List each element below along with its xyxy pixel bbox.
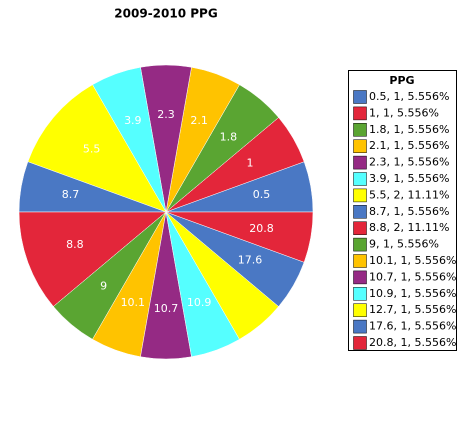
legend-label: 10.1, 1, 5.556% bbox=[369, 254, 456, 267]
legend-label: 5.5, 2, 11.11% bbox=[369, 188, 449, 201]
slice-label: 2.3 bbox=[157, 108, 175, 121]
slice-label: 1 bbox=[247, 156, 254, 169]
legend-swatch bbox=[353, 155, 367, 170]
legend-label: 17.6, 1, 5.556% bbox=[369, 320, 456, 333]
slice-label: 10.1 bbox=[121, 296, 146, 309]
legend-swatch bbox=[353, 221, 367, 235]
pie-slice bbox=[18, 211, 167, 307]
legend-label: 12.7, 1, 5.556% bbox=[369, 303, 456, 316]
legend-title: PPG bbox=[389, 74, 414, 87]
legend-swatch bbox=[353, 270, 367, 285]
slice-label: 0.5 bbox=[253, 188, 271, 201]
legend-swatch bbox=[353, 205, 367, 219]
legend-swatch bbox=[353, 287, 367, 301]
slice-label: 20.8 bbox=[249, 222, 274, 235]
pie-slice bbox=[165, 211, 314, 263]
legend-swatch bbox=[353, 188, 367, 203]
legend-swatch bbox=[353, 303, 367, 317]
legend-label: 3.9, 1, 5.556% bbox=[369, 172, 449, 185]
legend-label: 9, 1, 5.556% bbox=[369, 238, 439, 251]
legend-label: 10.7, 1, 5.556% bbox=[369, 270, 456, 283]
slice-label: 1.8 bbox=[220, 131, 238, 144]
legend-swatch bbox=[353, 90, 367, 104]
slice-label: 2.1 bbox=[190, 114, 208, 127]
legend-swatch bbox=[353, 319, 367, 334]
legend-swatch bbox=[353, 139, 367, 153]
slice-label: 10.7 bbox=[154, 302, 179, 315]
chart-title: 2009-2010 PPG bbox=[114, 7, 217, 21]
legend-swatch bbox=[353, 106, 367, 121]
legend-swatch bbox=[353, 172, 367, 186]
legend-label: 8.8, 2, 11.11% bbox=[369, 221, 449, 234]
pie-slice bbox=[27, 84, 167, 213]
legend-swatch bbox=[353, 336, 367, 350]
legend-label: 2.1, 1, 5.556% bbox=[369, 139, 449, 152]
legend-label: 1.8, 1, 5.556% bbox=[369, 123, 449, 136]
legend-swatch bbox=[353, 254, 367, 268]
legend-label: 20.8, 1, 5.556% bbox=[369, 336, 456, 349]
legend-label: 10.9, 1, 5.556% bbox=[369, 287, 456, 300]
slice-label: 3.9 bbox=[124, 114, 142, 127]
slice-label: 9 bbox=[100, 279, 107, 292]
slice-label: 10.9 bbox=[187, 296, 212, 309]
slice-label: 8.8 bbox=[66, 238, 84, 251]
slice-label: 17.6 bbox=[238, 254, 263, 267]
legend-label: 1, 1, 5.556% bbox=[369, 106, 439, 119]
legend-swatch bbox=[353, 123, 367, 137]
legend-label: 2.3, 1, 5.556% bbox=[369, 156, 449, 169]
legend-label: 0.5, 1, 5.556% bbox=[369, 90, 449, 103]
legend-swatch bbox=[353, 237, 367, 252]
slice-label: 5.5 bbox=[83, 143, 101, 156]
legend-label: 8.7, 1, 5.556% bbox=[369, 205, 449, 218]
slice-label: 8.7 bbox=[62, 188, 80, 201]
